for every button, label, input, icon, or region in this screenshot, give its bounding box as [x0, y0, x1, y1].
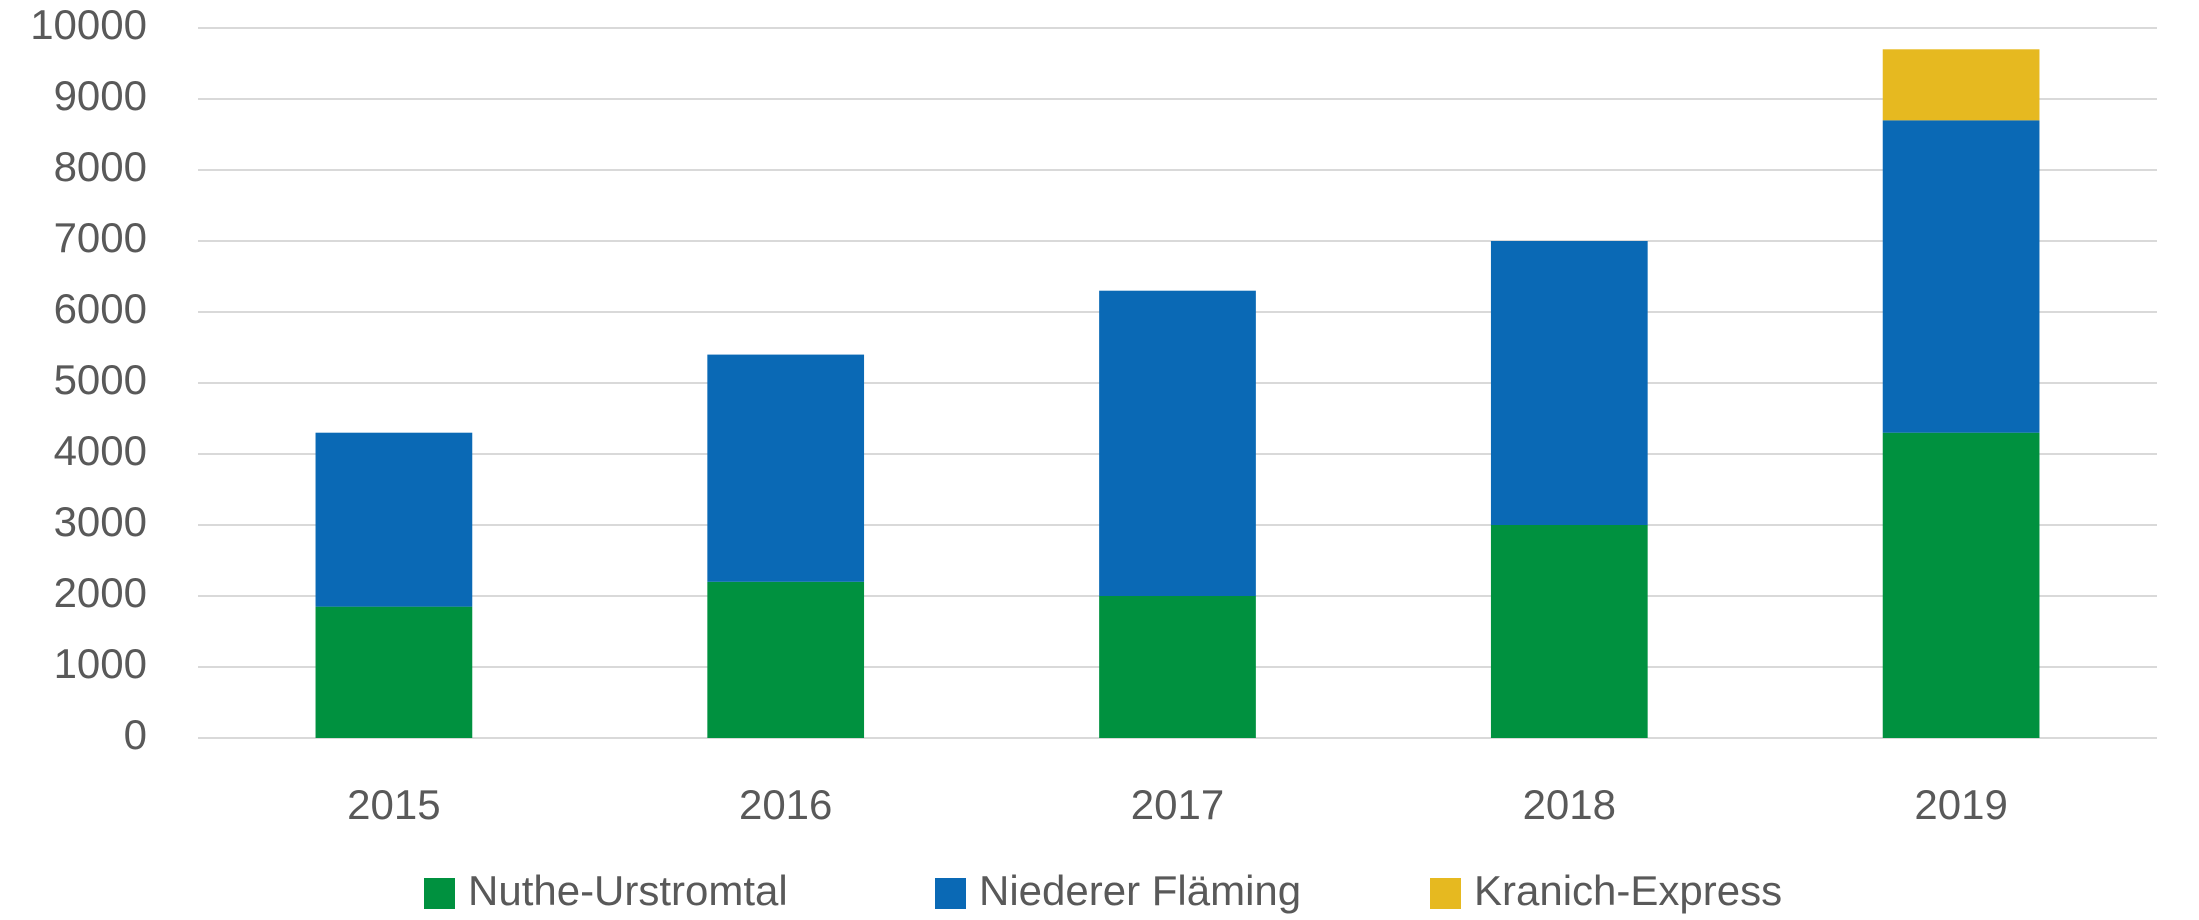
y-tick-label: 0	[124, 711, 147, 758]
y-tick-label: 2000	[54, 569, 147, 616]
bar-segment	[1099, 596, 1256, 738]
legend-label: Niederer Fläming	[979, 867, 1301, 914]
y-tick-label: 7000	[54, 214, 147, 261]
y-tick-label: 9000	[54, 72, 147, 119]
bar-segment	[1882, 432, 2040, 738]
x-tick-label: 2015	[347, 781, 440, 828]
bar-segment	[707, 354, 865, 582]
y-tick-label: 1000	[54, 640, 147, 687]
y-tick-label: 5000	[54, 356, 147, 403]
bar-segment	[1882, 120, 2040, 433]
bar-segment	[315, 432, 473, 607]
y-tick-label: 8000	[54, 143, 147, 190]
bar-segment	[315, 606, 473, 738]
x-tick-label: 2018	[1523, 781, 1616, 828]
y-tick-label: 10000	[30, 1, 147, 48]
bar-segment	[707, 581, 865, 738]
x-tick-label: 2019	[1914, 781, 2007, 828]
bar-segment	[1882, 49, 2040, 121]
legend-swatch	[1430, 878, 1461, 909]
legend-label: Kranich-Express	[1474, 867, 1782, 914]
legend-swatch	[424, 878, 455, 909]
y-tick-label: 6000	[54, 285, 147, 332]
x-tick-label: 2017	[1131, 781, 1224, 828]
legend-swatch	[935, 878, 966, 909]
bar-segment	[1490, 241, 1648, 525]
legend-label: Nuthe-Urstromtal	[468, 867, 788, 914]
y-tick-label: 3000	[54, 498, 147, 545]
y-tick-label: 4000	[54, 427, 147, 474]
bar-segment	[1099, 290, 1256, 596]
bar-segment	[1490, 525, 1648, 738]
x-tick-label: 2016	[739, 781, 832, 828]
